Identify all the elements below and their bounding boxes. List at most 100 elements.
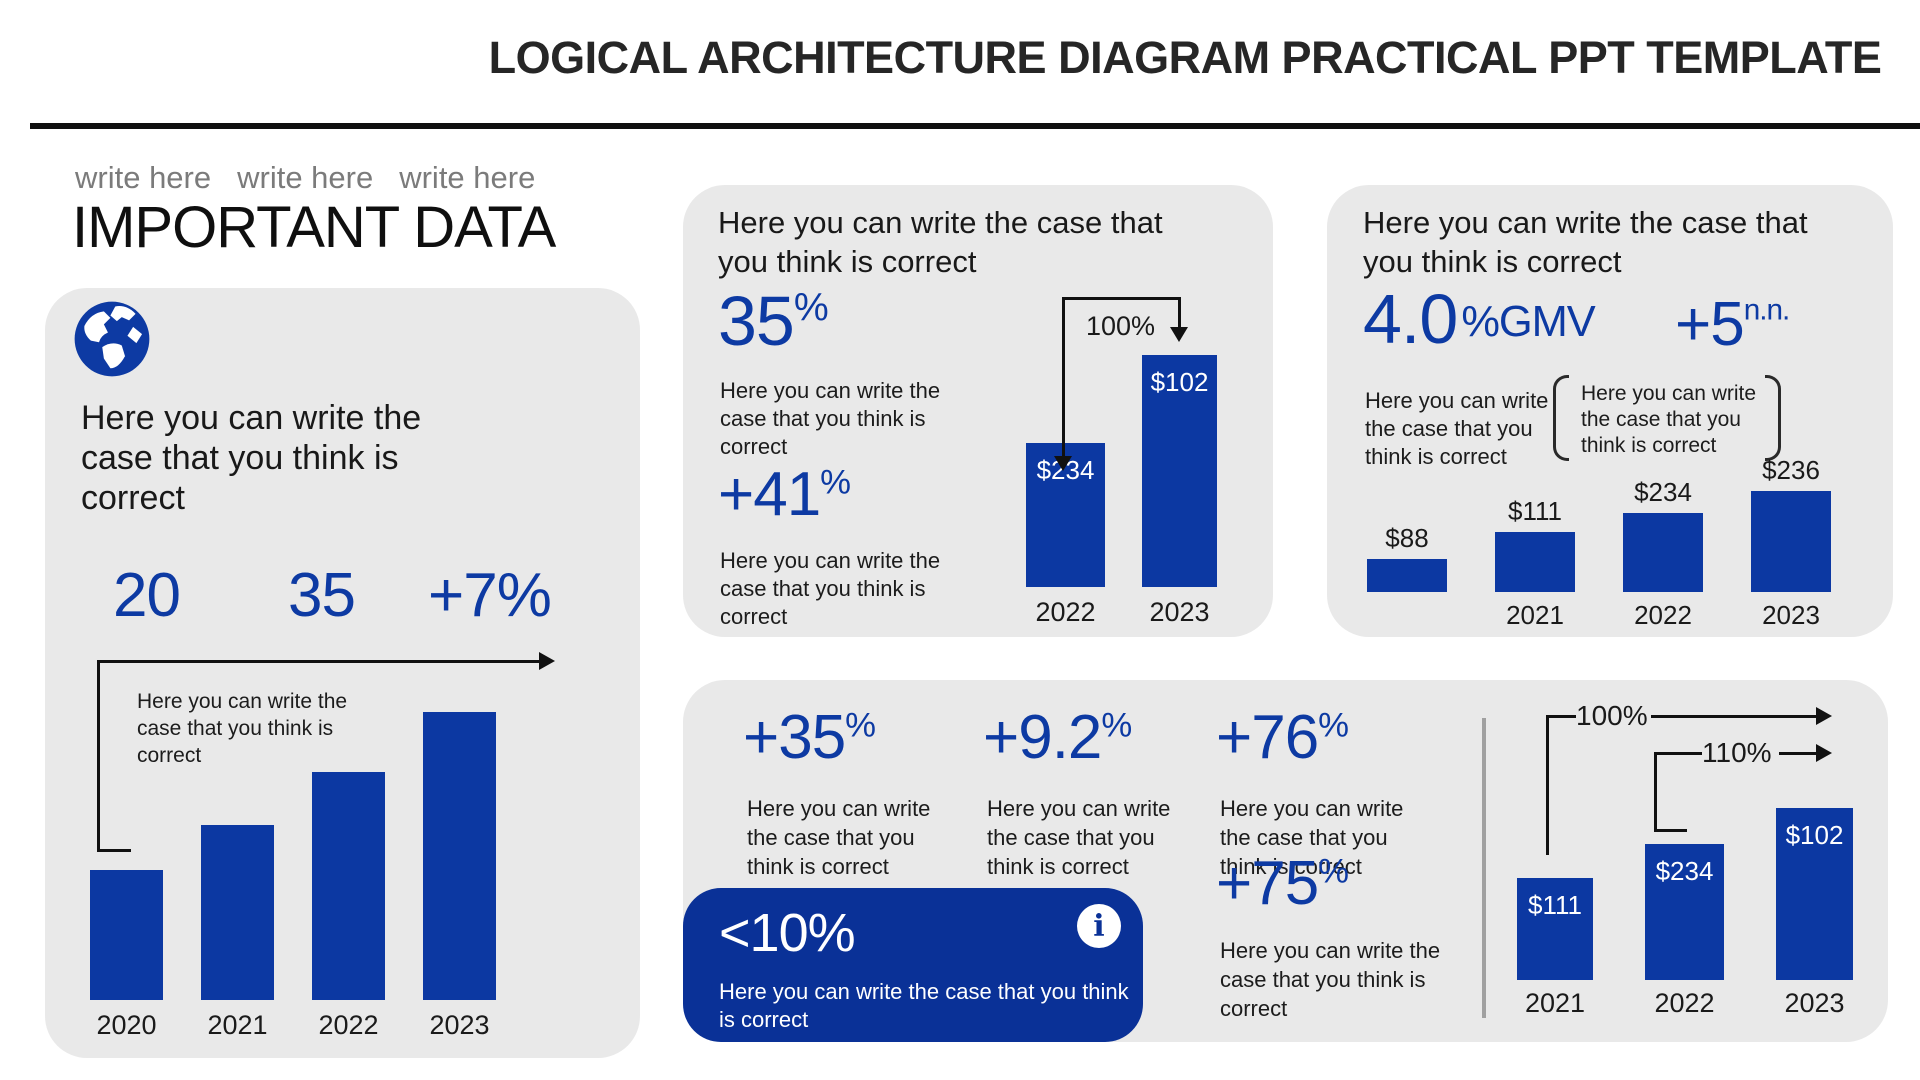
write-here-row: write here write here write here	[75, 160, 535, 196]
year-label: 2021	[1524, 988, 1586, 1018]
percent-sign: %	[793, 286, 829, 330]
bar-value-label: $102	[1150, 367, 1209, 397]
bar-value-label: $236	[1762, 455, 1820, 485]
highlight-box-note: Here you can write the case that you thi…	[719, 979, 1129, 1032]
page-title: LOGICAL ARCHITECTURE DIAGRAM PRACTICAL P…	[488, 32, 1882, 83]
growth-arrow-line	[1546, 715, 1549, 855]
highlight-box-value: <10%	[719, 903, 856, 963]
right-card-bracketed-note: Here you can write the case that you thi…	[1581, 382, 1757, 457]
bottom-note-2: Here you can write the case that you thi…	[987, 796, 1171, 879]
left-bar-chart	[90, 680, 496, 1000]
write-here-label: write here	[237, 160, 374, 195]
right-bar-chart: $88 $111 $234 $236	[1367, 455, 1831, 592]
bar-value-label: $102	[1785, 820, 1844, 850]
bottom-stat-2: +9.2%	[983, 702, 1132, 773]
bar-2021	[1495, 532, 1575, 592]
left-stat-3: +7%	[428, 561, 552, 630]
write-here-label: write here	[399, 160, 536, 195]
bottom-stat-3: +76%	[1216, 702, 1349, 773]
right-arrowhead-icon	[1816, 744, 1832, 762]
stat-value: +35	[743, 703, 846, 772]
year-label: 2020	[96, 1010, 157, 1040]
year-label: 2023	[1784, 988, 1845, 1018]
bar-2023	[423, 712, 496, 1000]
mid-stat-secondary: +41%	[718, 459, 851, 530]
mid-note-primary: Here you can write the case that you thi…	[720, 378, 941, 459]
bar-1	[1367, 559, 1447, 592]
right-stat-primary: 4.0%GMV	[1363, 279, 1596, 359]
info-icon[interactable]: i	[1077, 904, 1121, 948]
bottom-chart-year-labels: 2021 2022 2023	[1517, 988, 1853, 1019]
stat-value: +75	[1216, 849, 1319, 918]
highlight-box: <10% Here you can write the case that yo…	[683, 888, 1143, 1042]
mid-note-secondary: Here you can write the case that you thi…	[720, 548, 941, 629]
top-middle-card: Here you can write the case that you thi…	[683, 185, 1273, 637]
left-stat-1: 20	[113, 561, 181, 630]
growth-arrow-line	[1654, 752, 1657, 832]
year-label: 2021	[1506, 600, 1564, 630]
bar-value-label: $111	[1508, 496, 1562, 526]
growth-arrow-line	[1546, 715, 1576, 718]
left-chart-year-labels: 2020 2021 2022 2023	[90, 1010, 496, 1041]
stat-suffix: %GMV	[1461, 298, 1595, 347]
year-label: 2023	[1149, 597, 1210, 627]
growth-arrow-line	[1654, 829, 1687, 832]
chart-column: $234	[1623, 477, 1703, 592]
bottom-note-1: Here you can write the case that you thi…	[747, 796, 931, 879]
bar-value-label: $234	[1655, 856, 1714, 886]
left-card: Here you can write the case that you thi…	[45, 288, 640, 1058]
bottom-note-3: Here you can write the case that you thi…	[1220, 796, 1404, 879]
year-label: 2022	[318, 1010, 379, 1040]
year-label	[1367, 600, 1447, 631]
growth-arrow-line	[1654, 752, 1702, 755]
bottom-stat-1: +35%	[743, 702, 876, 773]
bar-2022	[312, 772, 385, 1000]
left-arrow-line	[97, 849, 131, 852]
important-data-heading: IMPORTANT DATA	[72, 195, 556, 260]
percent-sign: %	[1101, 706, 1132, 745]
left-card-note: Here you can write the case that you thi…	[137, 690, 348, 767]
bottom-card: +35% +9.2% +76% Here you can write the c…	[683, 680, 1888, 1042]
stat-superscript: n.n.	[1743, 293, 1791, 327]
year-label: 2022	[1634, 600, 1692, 630]
chart-column: $236	[1751, 455, 1831, 592]
bottom-stat-4: +75%	[1216, 848, 1349, 919]
right-card-title: Here you can write the case that you thi…	[1363, 205, 1808, 279]
globe-icon	[74, 301, 150, 377]
stat-value: +5	[1675, 290, 1745, 359]
left-card-lead-text: Here you can write the case that you thi…	[81, 399, 422, 517]
year-label: 2023	[429, 1010, 490, 1040]
bar-value-label: $111	[1528, 890, 1582, 920]
bar-2020	[90, 870, 163, 1000]
bar-2022: $234	[1645, 844, 1724, 980]
bar-2022	[1623, 513, 1703, 592]
down-arrowhead-icon	[1054, 456, 1072, 471]
title-divider	[30, 123, 1920, 129]
right-chart-year-labels: 2021 2022 2023	[1367, 600, 1831, 631]
percent-sign: %	[1318, 706, 1349, 745]
chart-column: $88	[1367, 523, 1447, 592]
growth-arrow-label: 100%	[1576, 700, 1648, 731]
bar-value-label: $88	[1385, 523, 1429, 553]
percent-sign: %	[1318, 852, 1349, 891]
year-label: 2022	[1035, 597, 1096, 627]
mid-bar-chart: $234 $102	[1026, 355, 1217, 587]
chart-column: $111	[1495, 496, 1575, 592]
bar-2021: $111	[1517, 878, 1593, 980]
bar-2023: $102	[1142, 355, 1217, 587]
year-label: 2023	[1762, 600, 1820, 630]
bar-value-label: $234	[1634, 477, 1692, 507]
mid-chart-year-labels: 2022 2023	[1026, 597, 1217, 628]
left-bracket-icon	[1553, 375, 1569, 461]
right-arrowhead-icon	[539, 652, 555, 670]
mid-stat-primary: 35%	[718, 281, 829, 361]
top-right-card: Here you can write the case that you thi…	[1327, 185, 1893, 637]
stat-value: 35	[718, 282, 795, 360]
percent-sign: %	[820, 463, 851, 502]
stat-value: +76	[1216, 703, 1319, 772]
mid-card-title: Here you can write the case that you thi…	[718, 205, 1163, 279]
comparison-arrow-line	[1178, 297, 1181, 327]
year-label: 2022	[1654, 988, 1715, 1018]
bar-2023	[1751, 491, 1831, 592]
